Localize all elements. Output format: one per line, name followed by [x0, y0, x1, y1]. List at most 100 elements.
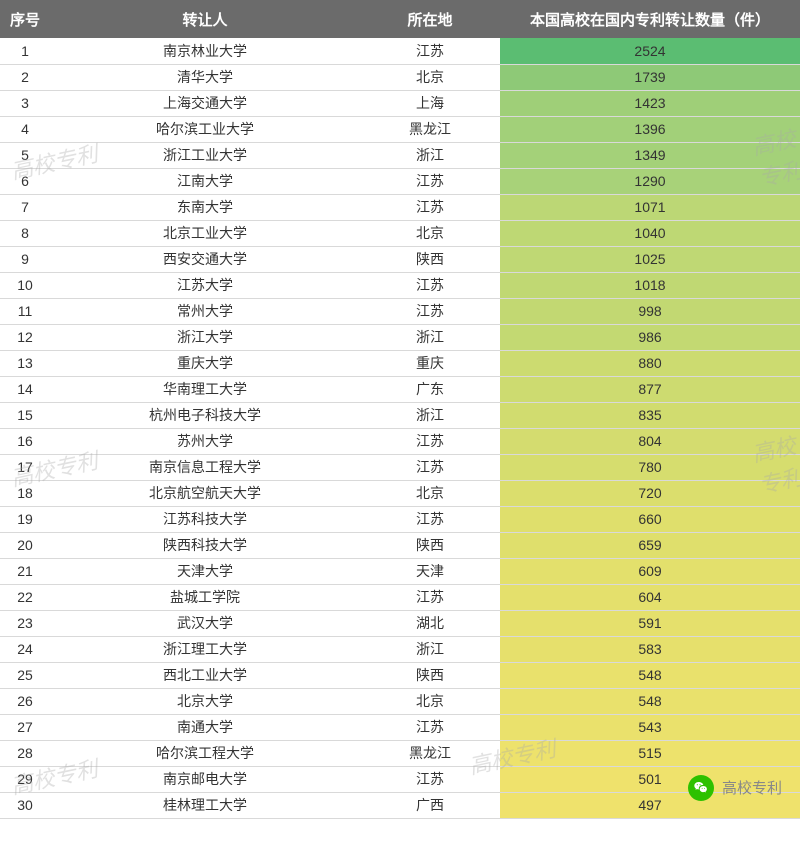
- cell-index: 9: [0, 246, 50, 272]
- col-header-name: 转让人: [50, 0, 360, 38]
- cell-location: 江苏: [360, 584, 500, 610]
- cell-index: 28: [0, 740, 50, 766]
- cell-index: 27: [0, 714, 50, 740]
- cell-index: 6: [0, 168, 50, 194]
- cell-value: 583: [500, 636, 800, 662]
- cell-index: 8: [0, 220, 50, 246]
- cell-location: 北京: [360, 220, 500, 246]
- cell-index: 3: [0, 90, 50, 116]
- cell-value: 835: [500, 402, 800, 428]
- cell-value: 659: [500, 532, 800, 558]
- cell-name: 南京邮电大学: [50, 766, 360, 792]
- table-row: 24浙江理工大学浙江583: [0, 636, 800, 662]
- cell-name: 陕西科技大学: [50, 532, 360, 558]
- cell-name: 浙江工业大学: [50, 142, 360, 168]
- cell-location: 陕西: [360, 662, 500, 688]
- cell-name: 清华大学: [50, 64, 360, 90]
- table-row: 23武汉大学湖北591: [0, 610, 800, 636]
- cell-index: 24: [0, 636, 50, 662]
- cell-name: 桂林理工大学: [50, 792, 360, 818]
- cell-location: 江苏: [360, 506, 500, 532]
- table-row: 4哈尔滨工业大学黑龙江1396: [0, 116, 800, 142]
- cell-name: 上海交通大学: [50, 90, 360, 116]
- cell-value: 591: [500, 610, 800, 636]
- cell-location: 江苏: [360, 168, 500, 194]
- cell-value: 548: [500, 662, 800, 688]
- cell-value: 877: [500, 376, 800, 402]
- cell-value: 804: [500, 428, 800, 454]
- cell-index: 18: [0, 480, 50, 506]
- cell-name: 西安交通大学: [50, 246, 360, 272]
- cell-name: 南京林业大学: [50, 38, 360, 64]
- table-row: 11常州大学江苏998: [0, 298, 800, 324]
- cell-index: 30: [0, 792, 50, 818]
- cell-name: 杭州电子科技大学: [50, 402, 360, 428]
- cell-location: 浙江: [360, 402, 500, 428]
- cell-name: 盐城工学院: [50, 584, 360, 610]
- cell-location: 浙江: [360, 324, 500, 350]
- cell-value: 1739: [500, 64, 800, 90]
- cell-value: 1423: [500, 90, 800, 116]
- cell-value: 1396: [500, 116, 800, 142]
- table-row: 12浙江大学浙江986: [0, 324, 800, 350]
- cell-index: 16: [0, 428, 50, 454]
- cell-name: 西北工业大学: [50, 662, 360, 688]
- cell-name: 苏州大学: [50, 428, 360, 454]
- cell-location: 陕西: [360, 246, 500, 272]
- table-row: 10江苏大学江苏1018: [0, 272, 800, 298]
- cell-value: 604: [500, 584, 800, 610]
- table-row: 17南京信息工程大学江苏780: [0, 454, 800, 480]
- cell-name: 江苏大学: [50, 272, 360, 298]
- table-row: 14华南理工大学广东877: [0, 376, 800, 402]
- cell-index: 25: [0, 662, 50, 688]
- table-row: 28哈尔滨工程大学黑龙江515: [0, 740, 800, 766]
- wechat-icon: [688, 775, 714, 801]
- cell-index: 19: [0, 506, 50, 532]
- cell-location: 江苏: [360, 714, 500, 740]
- cell-name: 北京大学: [50, 688, 360, 714]
- cell-location: 重庆: [360, 350, 500, 376]
- table-row: 8北京工业大学北京1040: [0, 220, 800, 246]
- cell-location: 上海: [360, 90, 500, 116]
- cell-name: 南京信息工程大学: [50, 454, 360, 480]
- cell-index: 4: [0, 116, 50, 142]
- cell-index: 5: [0, 142, 50, 168]
- cell-location: 北京: [360, 64, 500, 90]
- table-row: 25西北工业大学陕西548: [0, 662, 800, 688]
- cell-name: 北京航空航天大学: [50, 480, 360, 506]
- cell-index: 17: [0, 454, 50, 480]
- cell-name: 重庆大学: [50, 350, 360, 376]
- cell-index: 12: [0, 324, 50, 350]
- cell-location: 黑龙江: [360, 116, 500, 142]
- cell-value: 720: [500, 480, 800, 506]
- cell-location: 湖北: [360, 610, 500, 636]
- cell-location: 江苏: [360, 428, 500, 454]
- cell-value: 1018: [500, 272, 800, 298]
- cell-value: 998: [500, 298, 800, 324]
- cell-name: 哈尔滨工业大学: [50, 116, 360, 142]
- cell-value: 548: [500, 688, 800, 714]
- cell-location: 浙江: [360, 636, 500, 662]
- cell-index: 20: [0, 532, 50, 558]
- cell-index: 2: [0, 64, 50, 90]
- cell-value: 780: [500, 454, 800, 480]
- cell-index: 13: [0, 350, 50, 376]
- table-row: 21天津大学天津609: [0, 558, 800, 584]
- cell-location: 广东: [360, 376, 500, 402]
- cell-location: 江苏: [360, 194, 500, 220]
- table-row: 3上海交通大学上海1423: [0, 90, 800, 116]
- cell-location: 陕西: [360, 532, 500, 558]
- cell-value: 1290: [500, 168, 800, 194]
- table-row: 16苏州大学江苏804: [0, 428, 800, 454]
- cell-index: 21: [0, 558, 50, 584]
- cell-index: 7: [0, 194, 50, 220]
- cell-name: 江南大学: [50, 168, 360, 194]
- footer-badge: 高校专利: [688, 775, 782, 801]
- cell-name: 南通大学: [50, 714, 360, 740]
- cell-value: 880: [500, 350, 800, 376]
- cell-name: 江苏科技大学: [50, 506, 360, 532]
- col-header-index: 序号: [0, 0, 50, 38]
- cell-value: 660: [500, 506, 800, 532]
- cell-name: 华南理工大学: [50, 376, 360, 402]
- cell-value: 609: [500, 558, 800, 584]
